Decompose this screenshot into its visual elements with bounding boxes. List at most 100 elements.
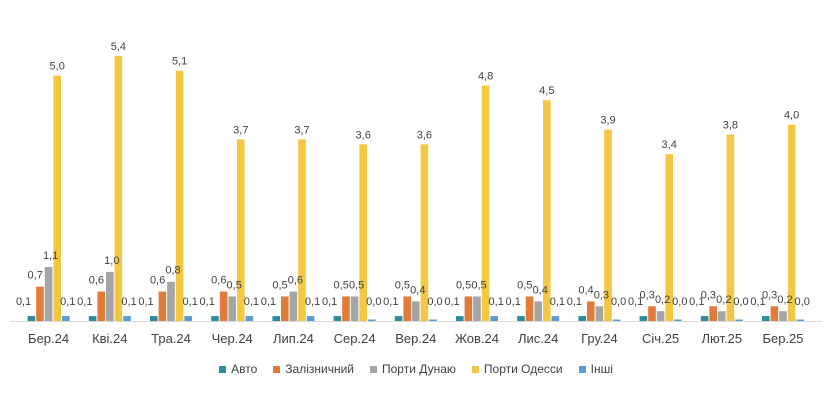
legend-label-3: Порти Одесси <box>483 362 563 376</box>
data-label-січ.25-s4: 0,0 <box>672 296 687 308</box>
bar-лют.25-s0 <box>700 316 709 321</box>
x-tick-гру.24: Гру.24 <box>581 331 618 346</box>
bar-січ.25-s2 <box>656 311 665 321</box>
data-label-лип.24-s4: 0,1 <box>305 296 320 308</box>
legend-label-0: Авто <box>231 362 258 376</box>
bar-січ.25-s1 <box>648 306 656 321</box>
bar-чер.24-s2 <box>228 296 236 321</box>
bar-бер.25-s4 <box>796 319 804 321</box>
bar-чер.24-s4 <box>245 316 254 321</box>
data-label-жов.24-s0: 0,1 <box>444 296 459 308</box>
legend-label-1: Залізничний <box>285 362 354 376</box>
data-label-бер.25-s0: 0,1 <box>750 296 765 308</box>
legend-swatch-1 <box>273 365 281 373</box>
data-label-тра.24-s4: 0,1 <box>183 296 198 308</box>
bar-жов.24-s0 <box>456 316 464 321</box>
data-label-сер.24-s2: 0,5 <box>349 279 364 291</box>
legend-swatch-4 <box>578 365 586 373</box>
x-tick-лют.25: Лют.25 <box>702 331 743 346</box>
bar-лип.24-s0 <box>272 316 280 321</box>
bar-тра.24-s3 <box>175 70 184 321</box>
data-label-сер.24-s1: 0,5 <box>334 279 349 291</box>
bar-лют.25-s3 <box>726 134 735 321</box>
bar-тра.24-s0 <box>150 316 158 321</box>
bar-жов.24-s3 <box>481 85 490 321</box>
data-label-лют.25-s3: 3,8 <box>723 120 738 132</box>
legend: Авто Залізничний Порти Дунаю Порти Одесси Ін… <box>0 362 832 376</box>
bar-чер.24-s3 <box>237 139 245 321</box>
data-label-лип.24-s1: 0,5 <box>272 279 287 291</box>
bar-жов.24-s1 <box>464 296 473 321</box>
x-tick-жов.24: Жов.24 <box>455 331 499 346</box>
x-tick-вер.24: Вер.24 <box>395 331 436 346</box>
data-label-кві.24-s1: 0,6 <box>89 275 104 287</box>
data-label-вер.24-s1: 0,5 <box>395 279 410 291</box>
data-label-бер.25-s2: 0,2 <box>777 294 792 306</box>
data-label-жов.24-s3: 4,8 <box>478 70 493 82</box>
data-label-чер.24-s0: 0,1 <box>200 296 215 308</box>
legend-label-2: Порти Дунаю <box>381 362 456 376</box>
data-label-вер.24-s4: 0,0 <box>427 296 442 308</box>
bar-кві.24-s4 <box>123 316 131 321</box>
data-label-лют.25-s2: 0,2 <box>716 294 731 306</box>
bar-жов.24-s4 <box>490 316 498 321</box>
bar-вер.24-s2 <box>412 301 420 321</box>
data-label-бер.25-s1: 0,3 <box>762 289 777 301</box>
bar-січ.25-s0 <box>639 316 648 321</box>
bar-сер.24-s0 <box>333 316 342 321</box>
bar-лис.24-s1 <box>525 296 534 321</box>
x-tick-лип.24: Лип.24 <box>273 331 314 346</box>
data-label-лип.24-s0: 0,1 <box>261 296 276 308</box>
data-label-кві.24-s3: 5,4 <box>111 41 126 53</box>
bar-гру.24-s2 <box>595 306 604 321</box>
bar-кві.24-s1 <box>97 291 105 321</box>
bar-chart: 0,10,71,15,00,1 0,10,61,05,40,1 0,10,60,85… <box>10 41 822 346</box>
bar-тра.24-s4 <box>184 316 192 321</box>
data-label-вер.24-s3: 3,6 <box>417 129 432 141</box>
legend-swatch-3 <box>471 365 479 373</box>
bar-лип.24-s3 <box>298 139 306 321</box>
x-tick-сер.24: Сер.24 <box>334 331 376 346</box>
bar-тра.24-s1 <box>158 291 167 321</box>
data-label-чер.24-s1: 0,6 <box>211 275 226 287</box>
data-label-вер.24-s0: 0,1 <box>383 296 398 308</box>
data-label-гру.24-s4: 0,0 <box>611 296 626 308</box>
data-label-чер.24-s3: 3,7 <box>233 124 248 136</box>
bar-сер.24-s3 <box>359 144 367 321</box>
bar-бер.24-s2 <box>44 267 53 321</box>
bar-січ.25-s4 <box>674 319 682 321</box>
data-label-чер.24-s4: 0,1 <box>244 296 259 308</box>
data-label-кві.24-s0: 0,1 <box>77 296 92 308</box>
data-label-лют.25-s0: 0,1 <box>689 296 704 308</box>
data-label-гру.24-s3: 3,9 <box>600 115 615 127</box>
legend-item-3: Порти Одесси <box>471 362 563 376</box>
data-label-бер.24-s1: 0,7 <box>28 270 43 282</box>
bar-бер.24-s3 <box>53 75 61 321</box>
bars-layer <box>27 56 804 321</box>
x-tick-чер.24: Чер.24 <box>212 331 253 346</box>
bar-кві.24-s0 <box>88 316 97 321</box>
x-tick-лис.24: Лис.24 <box>518 331 558 346</box>
bar-лют.25-s2 <box>718 311 726 321</box>
bar-бер.25-s0 <box>762 316 770 321</box>
bar-чер.24-s0 <box>211 316 219 321</box>
bar-тра.24-s2 <box>167 281 175 321</box>
data-label-тра.24-s0: 0,1 <box>138 296 153 308</box>
legend-item-0: Авто <box>219 362 257 376</box>
data-label-гру.24-s2: 0,3 <box>594 289 609 301</box>
bar-сер.24-s4 <box>368 319 376 321</box>
data-label-січ.25-s1: 0,3 <box>640 289 655 301</box>
bar-лют.25-s1 <box>709 306 717 321</box>
bar-кві.24-s3 <box>114 56 123 321</box>
data-label-лип.24-s2: 0,6 <box>288 275 303 287</box>
bar-бер.25-s3 <box>787 124 796 321</box>
data-label-січ.25-s2: 0,2 <box>655 294 670 306</box>
data-label-січ.25-s0: 0,1 <box>628 296 643 308</box>
data-label-лют.25-s4: 0,0 <box>733 296 748 308</box>
data-label-гру.24-s1: 0,4 <box>578 284 593 296</box>
x-tick-labels: Бер.24 Кві.24 Тра.24 Чер.24 Лип.24 Сер.24 Вер.… <box>28 331 803 346</box>
bar-вер.24-s3 <box>420 144 429 321</box>
data-label-сер.24-s0: 0,1 <box>322 296 337 308</box>
bar-лют.25-s4 <box>735 319 743 321</box>
